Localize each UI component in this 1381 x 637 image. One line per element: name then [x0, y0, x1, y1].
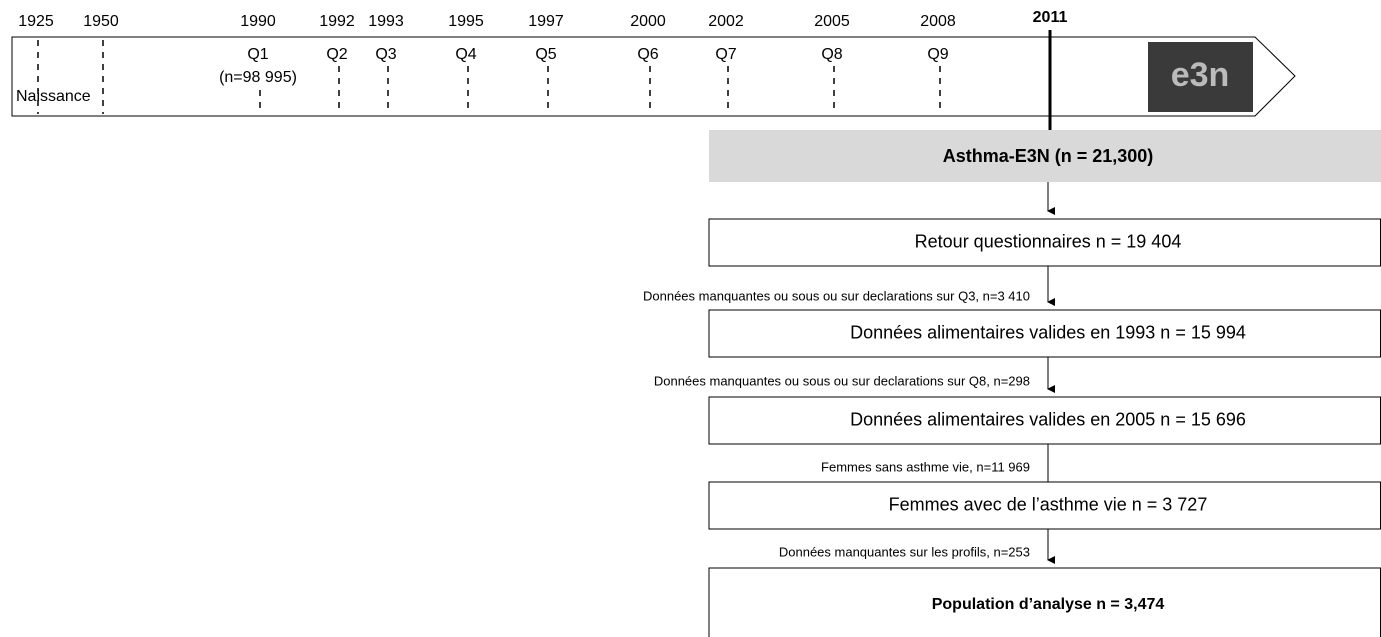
- question-label: Q9: [927, 46, 948, 63]
- step-box: [708, 396, 1381, 445]
- question-label: Q8: [821, 46, 842, 63]
- question-label: Q6: [637, 46, 658, 63]
- year-label: 2005: [814, 13, 850, 30]
- year-label: 1950: [83, 13, 119, 30]
- step-box: [708, 481, 1381, 530]
- exclusion-label: Femmes sans asthme vie, n=11 969: [821, 459, 1030, 474]
- exclusion-label: Données manquantes ou sous ou sur declar…: [643, 288, 1030, 303]
- step-box: [708, 567, 1381, 637]
- year-label: 2002: [708, 13, 744, 30]
- cohort-label: Asthma-E3N (n = 21,300): [943, 146, 1154, 166]
- year-label: 1995: [448, 13, 484, 30]
- question-label: Q3: [375, 46, 396, 63]
- step-label: Population d’analyse n = 3,474: [932, 596, 1165, 613]
- exclusion-label: Données manquantes ou sous ou sur declar…: [654, 373, 1030, 388]
- year-label: 2000: [630, 13, 666, 30]
- cohort-box: [709, 130, 1381, 182]
- logo-text: e3n: [1171, 56, 1230, 94]
- question-label: Q5: [535, 46, 556, 63]
- question-note: (n=98 995): [219, 69, 297, 86]
- year-label: 1990: [240, 13, 276, 30]
- step-label: Données alimentaires valides en 1993 n =…: [850, 322, 1246, 342]
- logo-box: [1148, 42, 1253, 112]
- step-label: Femmes avec de l’asthme vie n = 3 727: [889, 494, 1208, 514]
- step-box: [708, 309, 1381, 358]
- birth-label: Naissance: [16, 88, 91, 105]
- step-label: Données alimentaires valides en 2005 n =…: [850, 409, 1246, 429]
- question-label: Q2: [326, 46, 347, 63]
- step-label: Retour questionnaires n = 19 404: [915, 231, 1182, 251]
- step-box: [708, 218, 1381, 267]
- exclusion-label: Données manquantes sur les profils, n=25…: [779, 544, 1030, 559]
- question-label: Q7: [715, 46, 736, 63]
- year-label: 1993: [368, 13, 404, 30]
- question-label: Q4: [455, 46, 476, 63]
- year-label: 1925: [18, 13, 54, 30]
- question-label: Q1: [247, 46, 268, 63]
- year-label: 2008: [920, 13, 956, 30]
- current-year: 2011: [1033, 9, 1068, 26]
- year-label: 1992: [319, 13, 355, 30]
- timeline-arrow: [11, 36, 1296, 117]
- year-label: 1997: [528, 13, 564, 30]
